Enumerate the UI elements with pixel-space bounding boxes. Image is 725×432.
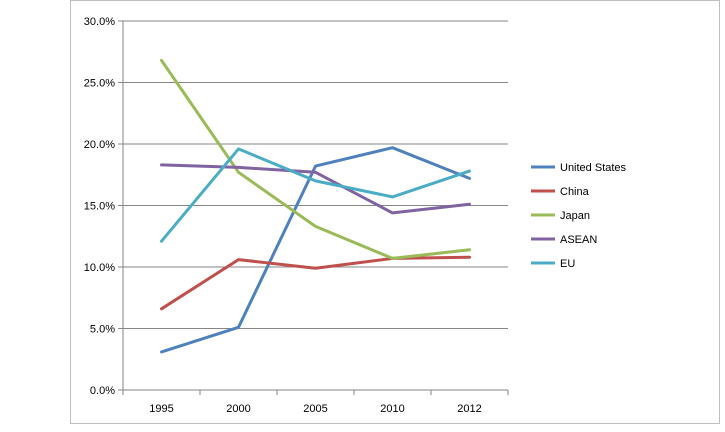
y-tick-label: 30.0% (84, 16, 115, 28)
series-line-china (160, 255, 471, 311)
legend-label-japan: Japan (560, 210, 590, 222)
series-line-japan (160, 58, 471, 260)
series-line-eu (160, 147, 471, 243)
axes (122, 21, 509, 395)
y-tick-label: 20.0% (84, 139, 115, 151)
legend: United States China Japan ASEAN EU (531, 162, 627, 270)
gridlines (118, 20, 508, 391)
y-tick-label: 0.0% (90, 385, 115, 397)
series-line-asean (160, 163, 471, 215)
y-tick-label: 15.0% (84, 201, 115, 213)
y-tick-label: 10.0% (84, 262, 115, 274)
x-tick-label: 2010 (380, 403, 404, 415)
legend-label-united-states: United States (560, 162, 627, 174)
x-tick-label: 2005 (303, 403, 327, 415)
x-tick-label: 2012 (457, 403, 481, 415)
y-tick-labels: 0.0% 5.0% 10.0% 15.0% 20.0% 25.0% 30.0% (84, 16, 115, 397)
x-tick-labels: 1995 2000 2005 2010 2012 (149, 403, 481, 415)
y-tick-label: 5.0% (90, 324, 115, 336)
y-tick-label: 25.0% (84, 78, 115, 90)
legend-label-eu: EU (560, 258, 575, 270)
x-tick-label: 1995 (149, 403, 173, 415)
legend-label-china: China (560, 186, 590, 198)
x-tick-label: 2000 (226, 403, 250, 415)
series-line-united-states (160, 146, 471, 354)
series-lines (160, 58, 471, 354)
legend-label-asean: ASEAN (560, 234, 597, 246)
